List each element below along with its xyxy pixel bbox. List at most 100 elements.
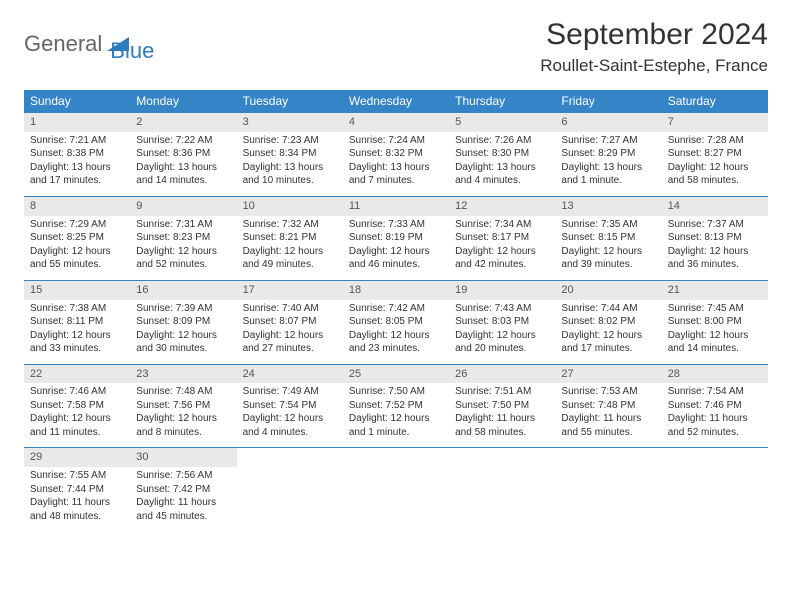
day-number-cell: 2 (130, 113, 236, 132)
daylight-text-1: Daylight: 12 hours (30, 329, 124, 343)
daylight-text-2: and 58 minutes. (455, 426, 549, 440)
day-info-cell: Sunrise: 7:49 AMSunset: 7:54 PMDaylight:… (237, 383, 343, 448)
day-number-cell: 27 (555, 364, 661, 383)
month-title: September 2024 (540, 18, 768, 52)
day-number-cell: 7 (662, 113, 768, 132)
daylight-text-1: Daylight: 12 hours (243, 329, 337, 343)
day-number-cell: 24 (237, 364, 343, 383)
day-number-row: 15161718192021 (24, 280, 768, 299)
day-number-cell: 6 (555, 113, 661, 132)
sunrise-text: Sunrise: 7:45 AM (668, 302, 762, 316)
sunrise-text: Sunrise: 7:53 AM (561, 385, 655, 399)
day-info-cell: Sunrise: 7:40 AMSunset: 8:07 PMDaylight:… (237, 300, 343, 365)
day-info-cell: Sunrise: 7:26 AMSunset: 8:30 PMDaylight:… (449, 132, 555, 197)
weekday-header: Tuesday (237, 90, 343, 113)
sunset-text: Sunset: 8:30 PM (455, 147, 549, 161)
sunset-text: Sunset: 8:05 PM (349, 315, 443, 329)
daylight-text-2: and 1 minute. (561, 174, 655, 188)
daylight-text-2: and 58 minutes. (668, 174, 762, 188)
sunset-text: Sunset: 7:44 PM (30, 483, 124, 497)
sunset-text: Sunset: 8:17 PM (455, 231, 549, 245)
daylight-text-1: Daylight: 11 hours (668, 412, 762, 426)
sunrise-text: Sunrise: 7:28 AM (668, 134, 762, 148)
daylight-text-1: Daylight: 12 hours (349, 329, 443, 343)
sunrise-text: Sunrise: 7:56 AM (136, 469, 230, 483)
day-number-cell: 5 (449, 113, 555, 132)
daylight-text-1: Daylight: 11 hours (455, 412, 549, 426)
day-number-cell: 14 (662, 196, 768, 215)
sunset-text: Sunset: 8:00 PM (668, 315, 762, 329)
day-info-cell: Sunrise: 7:24 AMSunset: 8:32 PMDaylight:… (343, 132, 449, 197)
daylight-text-2: and 8 minutes. (136, 426, 230, 440)
sunrise-text: Sunrise: 7:50 AM (349, 385, 443, 399)
sunrise-text: Sunrise: 7:31 AM (136, 218, 230, 232)
sunset-text: Sunset: 8:15 PM (561, 231, 655, 245)
daylight-text-1: Daylight: 12 hours (561, 245, 655, 259)
daylight-text-1: Daylight: 12 hours (243, 245, 337, 259)
daylight-text-1: Daylight: 13 hours (561, 161, 655, 175)
sunset-text: Sunset: 8:03 PM (455, 315, 549, 329)
daylight-text-2: and 27 minutes. (243, 342, 337, 356)
daylight-text-2: and 42 minutes. (455, 258, 549, 272)
day-number-cell: 16 (130, 280, 236, 299)
day-number-cell: 22 (24, 364, 130, 383)
title-block: September 2024 Roullet-Saint-Estephe, Fr… (540, 18, 768, 76)
daylight-text-2: and 48 minutes. (30, 510, 124, 524)
day-info-cell: Sunrise: 7:33 AMSunset: 8:19 PMDaylight:… (343, 216, 449, 281)
daylight-text-2: and 1 minute. (349, 426, 443, 440)
sunset-text: Sunset: 8:13 PM (668, 231, 762, 245)
weekday-header-row: Sunday Monday Tuesday Wednesday Thursday… (24, 90, 768, 113)
sunrise-text: Sunrise: 7:34 AM (455, 218, 549, 232)
day-info-cell: Sunrise: 7:48 AMSunset: 7:56 PMDaylight:… (130, 383, 236, 448)
day-number-cell (555, 448, 661, 467)
day-number-cell: 4 (343, 113, 449, 132)
daylight-text-2: and 39 minutes. (561, 258, 655, 272)
day-number-cell: 19 (449, 280, 555, 299)
day-number-cell (237, 448, 343, 467)
sunrise-text: Sunrise: 7:55 AM (30, 469, 124, 483)
sunrise-text: Sunrise: 7:23 AM (243, 134, 337, 148)
day-info-cell: Sunrise: 7:42 AMSunset: 8:05 PMDaylight:… (343, 300, 449, 365)
day-info-cell (555, 467, 661, 531)
sunset-text: Sunset: 7:58 PM (30, 399, 124, 413)
day-number-row: 891011121314 (24, 196, 768, 215)
day-number-cell: 25 (343, 364, 449, 383)
day-number-cell: 17 (237, 280, 343, 299)
sunset-text: Sunset: 8:29 PM (561, 147, 655, 161)
weekday-header: Wednesday (343, 90, 449, 113)
sunrise-text: Sunrise: 7:29 AM (30, 218, 124, 232)
sunset-text: Sunset: 8:38 PM (30, 147, 124, 161)
daylight-text-2: and 4 minutes. (243, 426, 337, 440)
sunrise-text: Sunrise: 7:48 AM (136, 385, 230, 399)
day-info-cell: Sunrise: 7:28 AMSunset: 8:27 PMDaylight:… (662, 132, 768, 197)
day-number-cell (449, 448, 555, 467)
daylight-text-1: Daylight: 12 hours (136, 412, 230, 426)
day-info-cell: Sunrise: 7:22 AMSunset: 8:36 PMDaylight:… (130, 132, 236, 197)
sunrise-text: Sunrise: 7:49 AM (243, 385, 337, 399)
daylight-text-1: Daylight: 12 hours (668, 245, 762, 259)
daylight-text-1: Daylight: 12 hours (349, 412, 443, 426)
sunrise-text: Sunrise: 7:26 AM (455, 134, 549, 148)
day-info-cell: Sunrise: 7:56 AMSunset: 7:42 PMDaylight:… (130, 467, 236, 531)
day-number-cell: 20 (555, 280, 661, 299)
day-number-cell: 29 (24, 448, 130, 467)
sunset-text: Sunset: 8:02 PM (561, 315, 655, 329)
day-info-cell: Sunrise: 7:32 AMSunset: 8:21 PMDaylight:… (237, 216, 343, 281)
sunset-text: Sunset: 8:34 PM (243, 147, 337, 161)
sunrise-text: Sunrise: 7:54 AM (668, 385, 762, 399)
daylight-text-2: and 52 minutes. (136, 258, 230, 272)
daylight-text-1: Daylight: 12 hours (30, 245, 124, 259)
daylight-text-2: and 17 minutes. (561, 342, 655, 356)
daylight-text-1: Daylight: 12 hours (349, 245, 443, 259)
daylight-text-2: and 52 minutes. (668, 426, 762, 440)
sunrise-text: Sunrise: 7:44 AM (561, 302, 655, 316)
sunset-text: Sunset: 8:11 PM (30, 315, 124, 329)
daylight-text-2: and 17 minutes. (30, 174, 124, 188)
location-label: Roullet-Saint-Estephe, France (540, 56, 768, 76)
sunrise-text: Sunrise: 7:35 AM (561, 218, 655, 232)
day-info-cell: Sunrise: 7:27 AMSunset: 8:29 PMDaylight:… (555, 132, 661, 197)
daylight-text-2: and 49 minutes. (243, 258, 337, 272)
day-info-row: Sunrise: 7:29 AMSunset: 8:25 PMDaylight:… (24, 216, 768, 281)
day-info-cell: Sunrise: 7:39 AMSunset: 8:09 PMDaylight:… (130, 300, 236, 365)
daylight-text-2: and 33 minutes. (30, 342, 124, 356)
